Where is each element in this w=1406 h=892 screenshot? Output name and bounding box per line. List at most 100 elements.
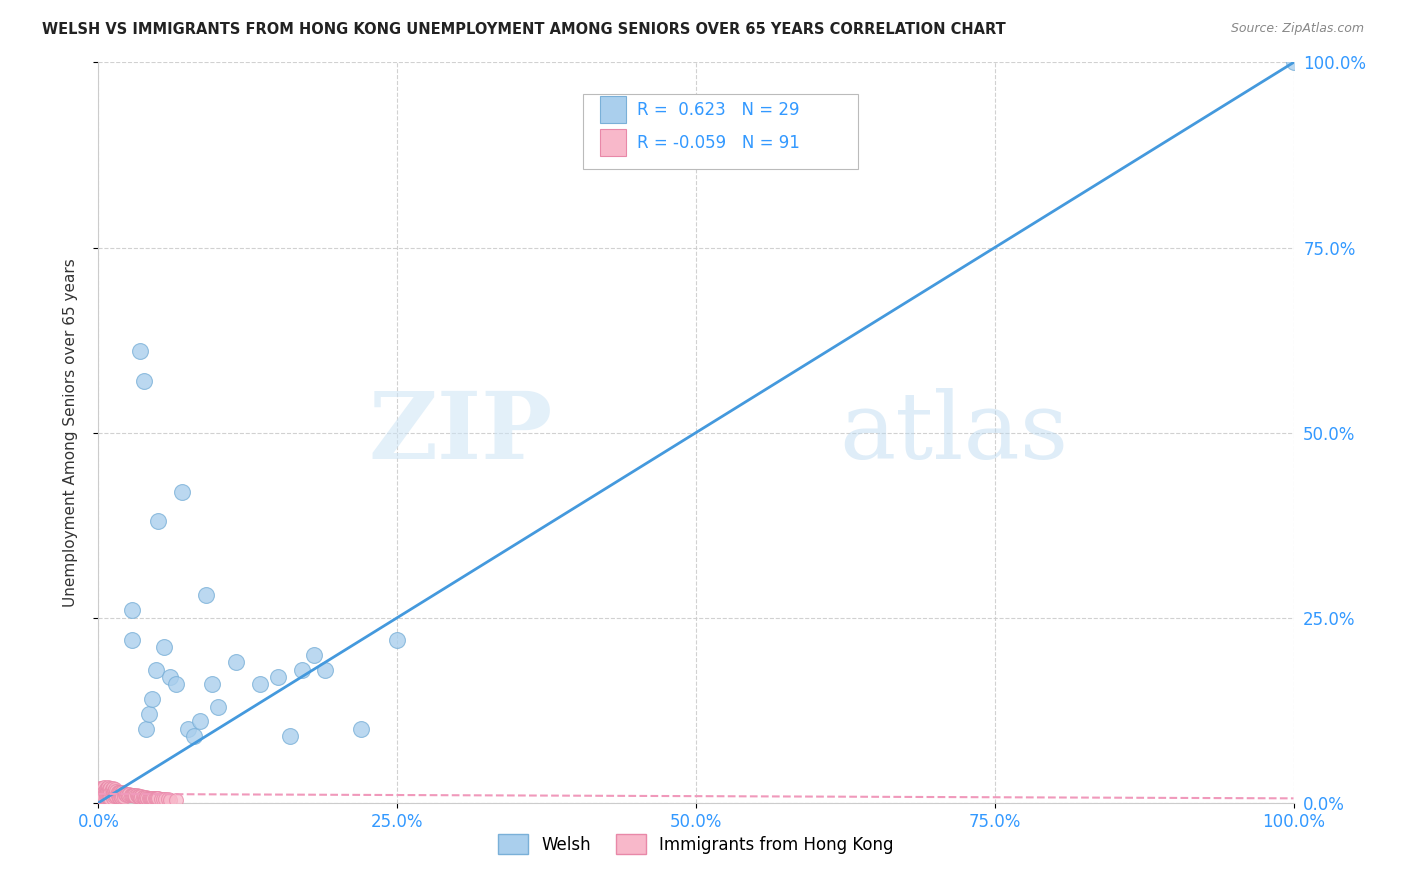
- Point: [142, 790, 165, 805]
- Text: R = -0.059   N = 91: R = -0.059 N = 91: [637, 134, 800, 152]
- Point: [97, 780, 120, 794]
- Point: [139, 790, 162, 805]
- Point: [145, 663, 167, 677]
- Point: [225, 655, 247, 669]
- Point: [93, 789, 115, 803]
- Point: [90, 789, 112, 804]
- Point: [94, 789, 117, 804]
- Point: [125, 789, 148, 803]
- Point: [91, 789, 114, 804]
- Point: [153, 640, 176, 655]
- Text: ZIP: ZIP: [368, 388, 553, 477]
- Point: [172, 484, 194, 499]
- Point: [87, 785, 110, 799]
- Point: [124, 789, 146, 804]
- Text: R =  0.623   N = 29: R = 0.623 N = 29: [637, 101, 800, 119]
- Point: [159, 793, 181, 807]
- Point: [96, 789, 118, 804]
- Point: [98, 780, 122, 795]
- Point: [267, 670, 290, 684]
- Point: [101, 790, 124, 805]
- Point: [134, 790, 156, 805]
- Point: [315, 663, 337, 677]
- Point: [110, 789, 132, 804]
- Point: [145, 791, 167, 805]
- Point: [135, 789, 157, 804]
- Point: [118, 787, 141, 801]
- Point: [110, 786, 132, 800]
- Text: atlas: atlas: [839, 388, 1069, 477]
- Point: [104, 782, 127, 797]
- Point: [97, 789, 120, 804]
- Point: [105, 784, 128, 798]
- Point: [97, 785, 120, 799]
- Point: [96, 785, 118, 799]
- Point: [115, 787, 138, 801]
- Point: [89, 789, 111, 804]
- Point: [143, 791, 166, 805]
- Point: [103, 784, 125, 798]
- Point: [105, 789, 128, 804]
- Point: [107, 789, 129, 804]
- Point: [249, 677, 271, 691]
- Point: [90, 785, 112, 799]
- Point: [111, 785, 134, 799]
- Point: [350, 722, 373, 736]
- Point: [96, 780, 118, 795]
- Point: [107, 785, 129, 799]
- Point: [188, 714, 211, 729]
- Point: [141, 692, 163, 706]
- Point: [148, 515, 170, 529]
- Point: [91, 787, 114, 801]
- Point: [91, 780, 114, 795]
- Point: [100, 782, 122, 797]
- Point: [138, 706, 160, 721]
- Point: [291, 663, 314, 677]
- Point: [141, 791, 163, 805]
- Point: [107, 789, 129, 804]
- Point: [132, 789, 155, 804]
- Point: [302, 648, 325, 662]
- Point: [138, 790, 160, 805]
- Point: [152, 792, 174, 806]
- Y-axis label: Unemployment Among Seniors over 65 years: Unemployment Among Seniors over 65 years: [63, 259, 77, 607]
- Point: [91, 782, 114, 797]
- Point: [112, 786, 135, 800]
- Point: [132, 374, 155, 388]
- Point: [93, 785, 115, 799]
- Point: [165, 677, 187, 691]
- Point: [127, 789, 149, 804]
- Point: [90, 789, 112, 803]
- Point: [114, 787, 136, 801]
- Point: [121, 632, 143, 647]
- Point: [112, 789, 135, 804]
- Point: [165, 793, 187, 807]
- Point: [94, 782, 117, 797]
- Point: [107, 785, 129, 799]
- Text: WELSH VS IMMIGRANTS FROM HONG KONG UNEMPLOYMENT AMONG SENIORS OVER 65 YEARS CORR: WELSH VS IMMIGRANTS FROM HONG KONG UNEMP…: [42, 22, 1005, 37]
- Point: [93, 780, 115, 794]
- Point: [98, 787, 121, 801]
- Point: [1282, 55, 1305, 70]
- Point: [94, 787, 117, 801]
- Point: [93, 789, 115, 804]
- Point: [108, 785, 131, 799]
- Point: [91, 789, 114, 804]
- Point: [146, 791, 169, 805]
- Point: [201, 677, 224, 691]
- Point: [120, 789, 142, 803]
- Point: [121, 603, 143, 617]
- Point: [278, 729, 301, 743]
- Point: [385, 632, 409, 647]
- Point: [98, 790, 121, 805]
- Point: [139, 790, 162, 805]
- Point: [117, 788, 139, 802]
- Point: [91, 787, 114, 801]
- Point: [207, 699, 229, 714]
- Point: [89, 789, 111, 803]
- Point: [195, 589, 218, 603]
- Point: [89, 780, 111, 795]
- Point: [128, 789, 150, 804]
- Point: [149, 792, 172, 806]
- Point: [124, 789, 146, 803]
